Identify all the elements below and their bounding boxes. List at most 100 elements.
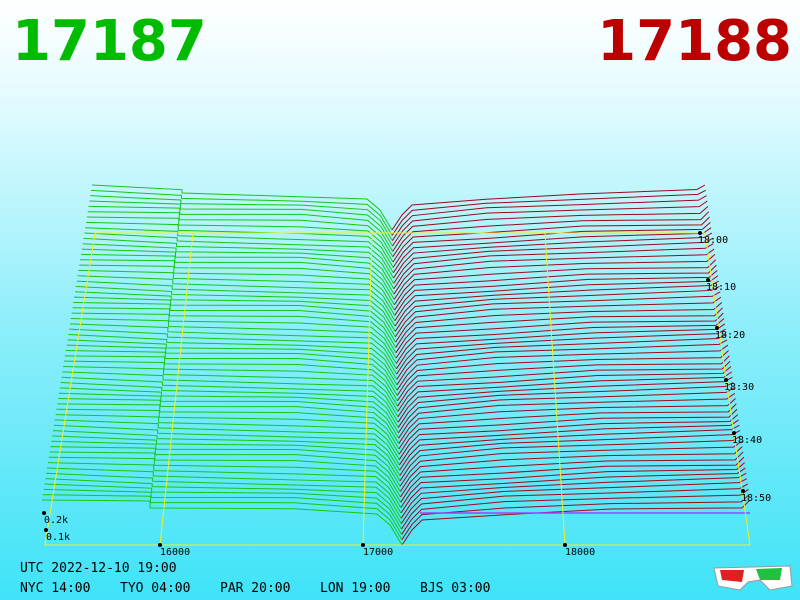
ask-curve: [395, 312, 724, 359]
ask-curve: [393, 248, 715, 295]
time-zones: NYC 14:00 TYO 04:00 PAR 20:00 LON 19:00 BJS …: [20, 581, 490, 596]
price-label: 18000: [565, 547, 595, 558]
time-dot: [715, 326, 719, 330]
ask-curve: [394, 291, 721, 338]
ask-curve: [396, 344, 729, 391]
ask-curve: [391, 184, 706, 231]
bid-curve: [78, 269, 396, 316]
ask-curve: [397, 371, 732, 418]
ask-curve: [391, 189, 706, 236]
depth-lines: [41, 184, 751, 546]
bid-curve: [45, 478, 402, 524]
bid-curve: [75, 291, 396, 338]
bid-curve: [48, 456, 402, 503]
zone-time: BJS 03:00: [420, 581, 490, 596]
bid-curve: [83, 237, 395, 284]
ask-curve: [395, 318, 725, 364]
time-dot: [741, 489, 745, 493]
ask-curve: [399, 424, 740, 471]
ask-curve: [396, 339, 728, 386]
time-dot: [724, 378, 728, 382]
bid-price: 17187: [12, 9, 207, 74]
time-label: 18:10: [706, 282, 736, 293]
bid-curve: [51, 440, 401, 487]
bid-curve: [41, 499, 403, 546]
bid-curve: [47, 467, 402, 514]
bid-curve: [42, 494, 403, 540]
bid-curve: [52, 430, 401, 476]
ask-curve: [396, 334, 727, 380]
ask-curve: [401, 494, 750, 540]
price-dot: [563, 543, 567, 547]
ask-curve: [392, 211, 710, 257]
ask-curve: [400, 478, 748, 524]
time-dot: [706, 278, 710, 282]
volume-label: 0.2k: [44, 515, 68, 526]
bid-curve: [52, 435, 401, 482]
ask-curve: [393, 254, 716, 300]
bid-curve: [79, 264, 395, 311]
bid-curve: [60, 382, 399, 428]
ask-curve: [395, 307, 723, 354]
ask-curve: [397, 360, 731, 407]
bid-curve: [64, 360, 399, 407]
bid-curve: [59, 387, 399, 434]
ask-curve: [401, 488, 749, 535]
bid-curve: [49, 451, 401, 498]
ask-curve: [399, 430, 741, 476]
ask-curve: [394, 285, 720, 332]
ask-curve: [399, 419, 739, 466]
3d-glasses[interactable]: [713, 565, 793, 591]
ask-curve: [392, 205, 709, 252]
ask-curve: [401, 483, 748, 530]
price-label: 16000: [160, 547, 190, 558]
ask-curve: [398, 408, 738, 455]
ask-curve: [399, 440, 742, 487]
time-label: 18:50: [741, 493, 771, 504]
ask-curve: [397, 376, 733, 423]
bid-curve: [58, 398, 400, 444]
bid-curve: [77, 275, 396, 322]
ask-curve: [394, 264, 717, 311]
ask-curve: [400, 467, 746, 514]
volume-dot: [42, 511, 46, 515]
price-dot: [361, 543, 365, 547]
ask-curve: [400, 462, 745, 508]
bid-curve: [67, 339, 398, 386]
ask-curve: [398, 392, 736, 439]
price-grid: [159, 232, 194, 546]
time-label: 18:40: [732, 435, 762, 446]
ask-curve: [397, 382, 734, 428]
bid-curve: [65, 350, 398, 396]
ask-curve: [397, 366, 732, 412]
bid-curve: [71, 312, 397, 359]
zone-time: NYC 14:00: [20, 581, 90, 596]
floor-grid: 16000 17000 18000 18:00 18:10 18:20 18:30 18:40…: [42, 231, 771, 558]
bid-curve: [46, 472, 402, 519]
bid-curve: [91, 184, 393, 231]
ask-price: 17188: [597, 9, 792, 74]
zone-time: TYO 04:00: [120, 581, 190, 596]
ask-curve: [396, 350, 729, 396]
bid-curve: [88, 205, 394, 252]
bid-curve: [68, 333, 398, 380]
bid-curve: [61, 376, 399, 423]
bid-curve: [57, 403, 400, 450]
floor-edge: [44, 232, 751, 546]
ask-curve: [392, 221, 711, 268]
bid-curve: [69, 323, 397, 370]
bid-curve: [55, 414, 400, 460]
bid-curve: [90, 195, 393, 241]
bid-curve: [80, 253, 395, 300]
ask-curve: [398, 387, 735, 434]
bid-curve: [54, 419, 400, 466]
price-grid: [544, 232, 566, 546]
bid-curve: [85, 227, 394, 273]
bid-curve: [72, 307, 397, 354]
bid-curve: [86, 221, 394, 268]
ask-curve: [395, 302, 723, 348]
bid-curve: [86, 216, 394, 263]
bid-curve: [89, 200, 393, 247]
bid-curve: [87, 211, 394, 257]
